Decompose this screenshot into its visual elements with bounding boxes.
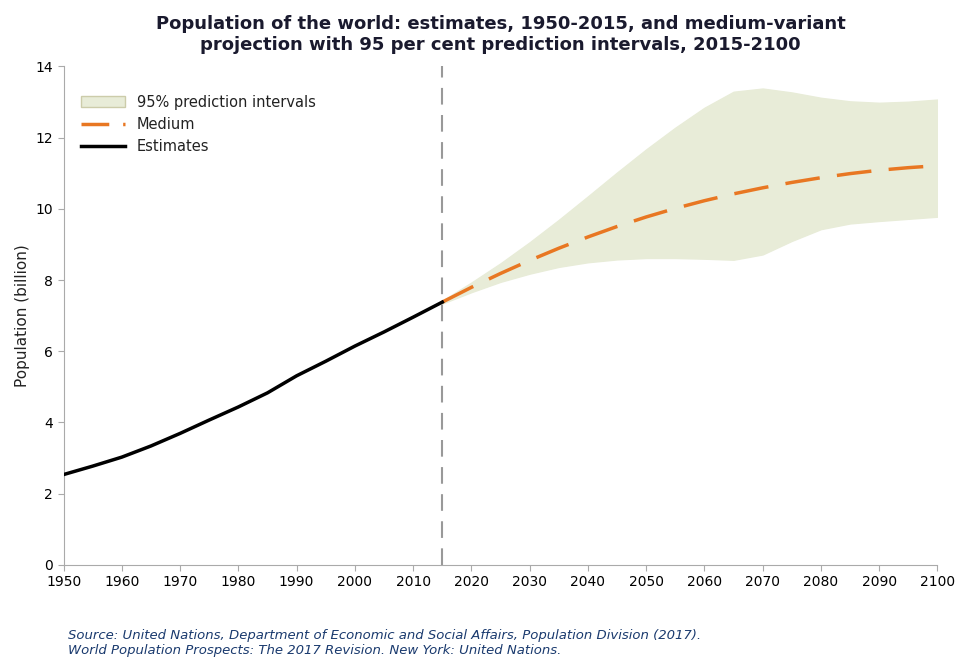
Y-axis label: Population (billion): Population (billion) (15, 244, 30, 387)
Legend: 95% prediction intervals, Medium, Estimates: 95% prediction intervals, Medium, Estima… (76, 89, 321, 160)
Text: Source: United Nations, Department of Economic and Social Affairs, Population Di: Source: United Nations, Department of Ec… (68, 629, 701, 657)
Title: Population of the world: estimates, 1950-2015, and medium-variant
projection wit: Population of the world: estimates, 1950… (155, 15, 845, 54)
